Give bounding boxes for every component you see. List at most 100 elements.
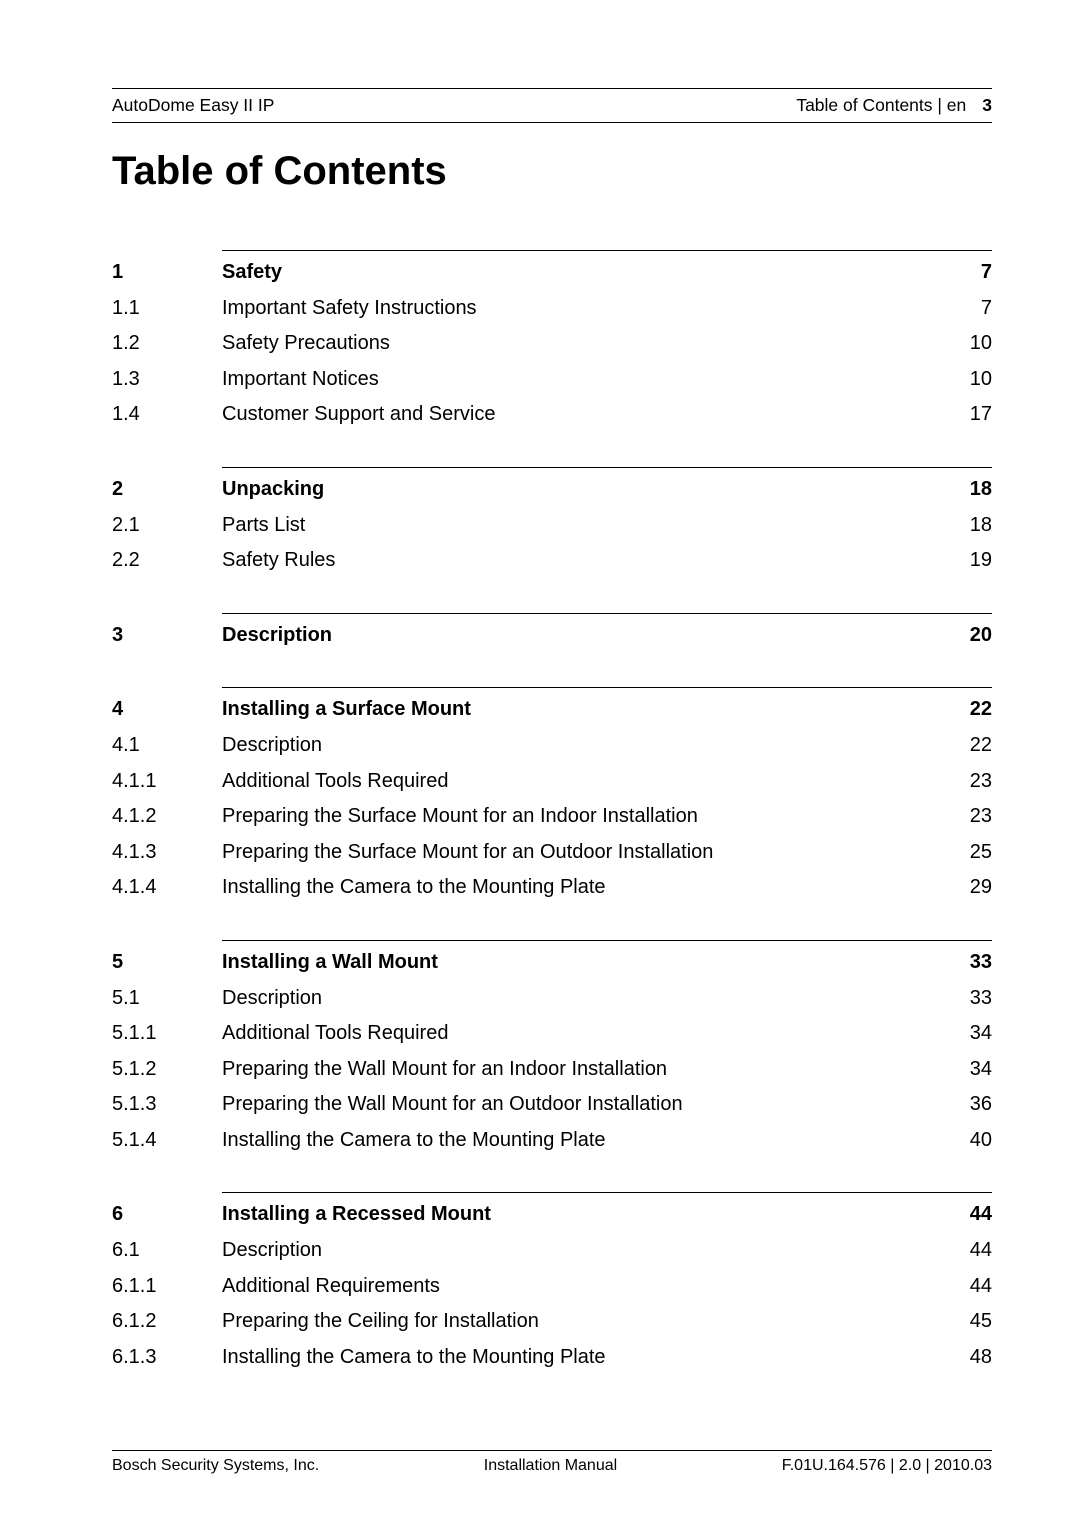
toc-head-label: Description (222, 618, 932, 654)
toc-section: 6Installing a Recessed Mount446.1Descrip… (112, 1192, 992, 1375)
toc-page: 10 (932, 362, 992, 398)
toc-label: Preparing the Ceiling for Installation (222, 1304, 932, 1340)
page-header: AutoDome Easy II IP Table of Contents | … (112, 91, 992, 122)
page-title: Table of Contents (112, 149, 992, 194)
toc-page: 22 (932, 728, 992, 764)
toc-label: Installing the Camera to the Mounting Pl… (222, 1340, 932, 1376)
toc-page: 23 (932, 799, 992, 835)
toc-row: 5.1Description33 (112, 981, 992, 1017)
toc-page: 19 (932, 543, 992, 579)
footer-left: Bosch Security Systems, Inc. (112, 1457, 319, 1475)
toc-page: 10 (932, 326, 992, 362)
toc-page: 45 (932, 1304, 992, 1340)
toc-row: 6.1.1Additional Requirements44 (112, 1269, 992, 1305)
toc-row: 1.4Customer Support and Service17 (112, 397, 992, 433)
toc-head-label: Installing a Surface Mount (222, 692, 932, 728)
toc-section: 2Unpacking182.1Parts List182.2Safety Rul… (112, 467, 992, 579)
toc-page: 23 (932, 764, 992, 800)
toc-label: Parts List (222, 508, 932, 544)
toc-label: Important Safety Instructions (222, 291, 932, 327)
toc-page: 29 (932, 870, 992, 906)
header-rule-bottom (112, 122, 992, 123)
toc-label: Additional Requirements (222, 1269, 932, 1305)
toc-row: 4.1Description22 (112, 728, 992, 764)
section-rule (222, 467, 992, 468)
toc-label: Installing the Camera to the Mounting Pl… (222, 1123, 932, 1159)
toc-head-row: 2Unpacking18 (112, 472, 992, 508)
toc-num: 4.1.1 (112, 764, 222, 800)
toc-row: 6.1.3Installing the Camera to the Mounti… (112, 1340, 992, 1376)
toc-row: 4.1.3Preparing the Surface Mount for an … (112, 835, 992, 871)
toc-num: 4.1.2 (112, 799, 222, 835)
toc-head-page: 7 (932, 255, 992, 291)
toc-row: 5.1.2Preparing the Wall Mount for an Ind… (112, 1052, 992, 1088)
toc-row: 6.1.2Preparing the Ceiling for Installat… (112, 1304, 992, 1340)
toc-page: 40 (932, 1123, 992, 1159)
toc-row: 4.1.2Preparing the Surface Mount for an … (112, 799, 992, 835)
toc-num: 6.1.1 (112, 1269, 222, 1305)
toc-page: 25 (932, 835, 992, 871)
toc-head-page: 22 (932, 692, 992, 728)
header-left: AutoDome Easy II IP (112, 95, 274, 116)
toc-page: 34 (932, 1052, 992, 1088)
section-rule (222, 687, 992, 688)
toc-label: Description (222, 728, 932, 764)
toc-head-num: 2 (112, 472, 222, 508)
toc-head-row: 6Installing a Recessed Mount44 (112, 1197, 992, 1233)
toc-num: 4.1.3 (112, 835, 222, 871)
toc-num: 1.2 (112, 326, 222, 362)
toc-row: 4.1.4Installing the Camera to the Mounti… (112, 870, 992, 906)
toc-head-num: 4 (112, 692, 222, 728)
toc-page: 48 (932, 1340, 992, 1376)
toc-head-row: 3Description20 (112, 618, 992, 654)
toc-row: 5.1.3Preparing the Wall Mount for an Out… (112, 1087, 992, 1123)
toc-head-num: 1 (112, 255, 222, 291)
toc-page: 33 (932, 981, 992, 1017)
toc-row: 2.2Safety Rules19 (112, 543, 992, 579)
toc-num: 6.1.3 (112, 1340, 222, 1376)
toc-label: Preparing the Wall Mount for an Outdoor … (222, 1087, 932, 1123)
toc-row: 6.1Description44 (112, 1233, 992, 1269)
toc-num: 1.3 (112, 362, 222, 398)
toc-label: Description (222, 1233, 932, 1269)
toc-page: 36 (932, 1087, 992, 1123)
toc-num: 5.1.1 (112, 1016, 222, 1052)
header-rule-top (112, 88, 992, 89)
toc-label: Safety Rules (222, 543, 932, 579)
toc-num: 4.1.4 (112, 870, 222, 906)
toc-head-num: 5 (112, 945, 222, 981)
toc-num: 1.1 (112, 291, 222, 327)
toc-head-label: Safety (222, 255, 932, 291)
header-right-label: Table of Contents | en (796, 95, 966, 116)
header-page-number: 3 (982, 95, 992, 116)
toc-label: Preparing the Surface Mount for an Indoo… (222, 799, 932, 835)
toc-page: 34 (932, 1016, 992, 1052)
toc-label: Preparing the Surface Mount for an Outdo… (222, 835, 932, 871)
toc-section: 5Installing a Wall Mount335.1Description… (112, 940, 992, 1159)
toc-page: 18 (932, 508, 992, 544)
toc-head-page: 18 (932, 472, 992, 508)
toc-row: 5.1.1Additional Tools Required34 (112, 1016, 992, 1052)
toc-head-num: 3 (112, 618, 222, 654)
toc-num: 5.1 (112, 981, 222, 1017)
toc-num: 4.1 (112, 728, 222, 764)
footer-rule (112, 1450, 992, 1451)
toc-head-page: 33 (932, 945, 992, 981)
toc-label: Customer Support and Service (222, 397, 932, 433)
toc-head-label: Unpacking (222, 472, 932, 508)
toc-label: Important Notices (222, 362, 932, 398)
toc-row: 1.1Important Safety Instructions7 (112, 291, 992, 327)
toc-num: 6.1 (112, 1233, 222, 1269)
section-rule (222, 250, 992, 251)
toc-row: 1.2Safety Precautions10 (112, 326, 992, 362)
toc-num: 2.1 (112, 508, 222, 544)
footer-right: F.01U.164.576 | 2.0 | 2010.03 (782, 1457, 992, 1475)
toc-section: 3Description20 (112, 613, 992, 654)
toc-head-row: 5Installing a Wall Mount33 (112, 945, 992, 981)
toc-head-page: 44 (932, 1197, 992, 1233)
toc-head-row: 4Installing a Surface Mount22 (112, 692, 992, 728)
toc-label: Additional Tools Required (222, 764, 932, 800)
toc-row: 5.1.4Installing the Camera to the Mounti… (112, 1123, 992, 1159)
section-rule (222, 613, 992, 614)
toc-num: 1.4 (112, 397, 222, 433)
